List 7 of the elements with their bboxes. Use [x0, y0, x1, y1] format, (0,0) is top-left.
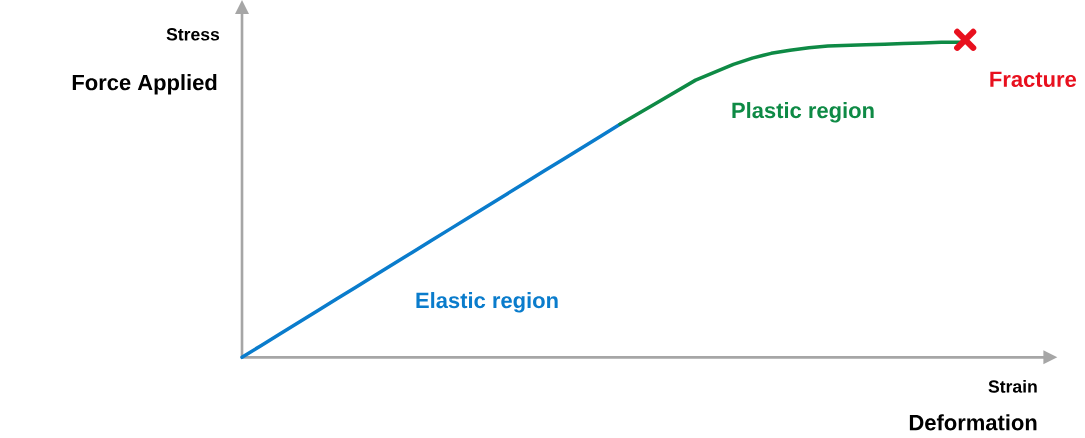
- series-label: Plastic region: [732, 101, 874, 123]
- y-axis-title: Stress: [166, 27, 220, 41]
- annotation: Fracture: [990, 71, 1077, 87]
- text: Force Applied: [72, 73, 217, 95]
- x-axis-title: Strain: [988, 379, 1037, 393]
- text: Deformation: [909, 414, 1037, 431]
- series-label: Elastic region: [416, 291, 558, 313]
